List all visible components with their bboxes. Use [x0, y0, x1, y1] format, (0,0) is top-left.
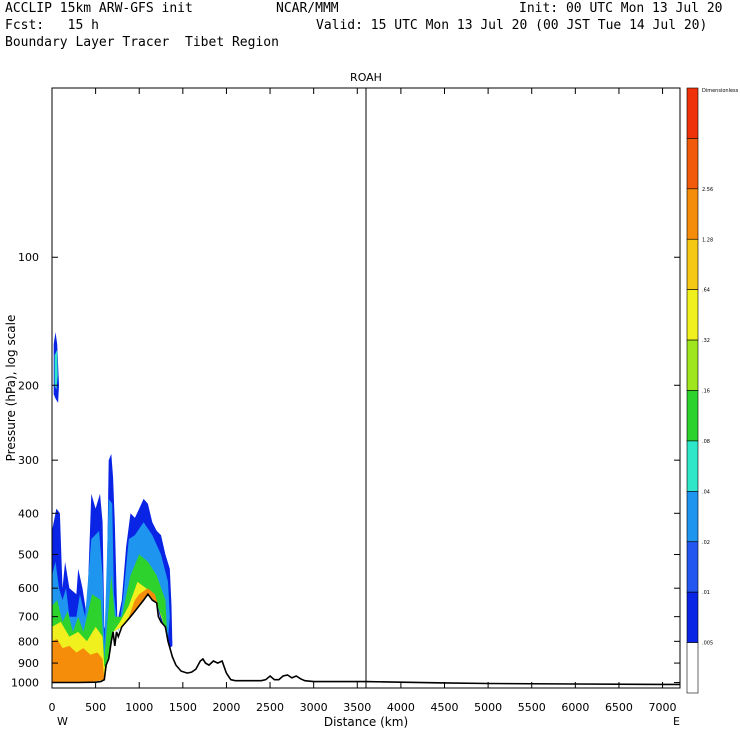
colorbar-label: .005	[702, 641, 713, 647]
colorbar-swatch	[686, 541, 699, 593]
x-tick-label: 4000	[387, 701, 415, 714]
x-axis-east-label: E	[673, 715, 680, 728]
y-tick-label: 700	[18, 611, 39, 624]
colorbar-label: .64	[702, 288, 710, 294]
chart-title: ROAH	[350, 71, 382, 84]
colorbar-swatch	[686, 238, 699, 290]
x-tick-label: 1000	[125, 701, 153, 714]
colorbar-swatch	[686, 591, 699, 643]
x-tick-label: 1500	[169, 701, 197, 714]
y-tick-label: 400	[18, 507, 39, 520]
x-axis-west-label: W	[57, 715, 68, 728]
colorbar-label: 2.56	[702, 187, 713, 193]
tracer-region-level-9	[128, 588, 159, 617]
x-axis-ticks: 0 500 1000 1500 2000 2500 3000 3500 4000 4500 5000…	[49, 88, 677, 714]
x-tick-label: 3000	[300, 701, 328, 714]
colorbar-swatch	[686, 642, 699, 694]
colorbar-label: .32	[702, 338, 710, 344]
colorbar-swatch	[686, 289, 699, 341]
y-tick-label: 800	[18, 635, 39, 648]
header-field-description: Boundary Layer Tracer Tibet Region	[5, 35, 279, 50]
x-tick-label: 2500	[256, 701, 284, 714]
colorbar-swatch	[686, 339, 699, 391]
y-tick-label: 100	[18, 251, 39, 264]
colorbar-swatch	[686, 491, 699, 543]
x-tick-label: 7000	[649, 701, 677, 714]
header-forecast-hour: Fcst: 15 h	[5, 18, 99, 33]
y-tick-label: 500	[18, 549, 39, 562]
colorbar-swatch	[686, 87, 699, 139]
x-tick-label: 5000	[474, 701, 502, 714]
colorbar-swatch	[686, 138, 699, 190]
x-tick-label: 6000	[561, 701, 589, 714]
tracer-region-level-9	[52, 639, 105, 683]
x-tick-label: 0	[49, 701, 56, 714]
colorbar-label: .16	[702, 389, 710, 395]
colorbar-label: .01	[702, 590, 710, 596]
tracer-contour-fills	[52, 332, 173, 683]
terrain-profile	[52, 592, 680, 686]
y-tick-label: 200	[18, 379, 39, 392]
y-axis-ticks: 100 200 300 400 500 600 700 800 900 1000	[11, 251, 680, 690]
x-tick-label: 2000	[212, 701, 240, 714]
x-axis-label: Distance (km)	[324, 715, 408, 729]
colorbar-title: Dimensionless	[702, 88, 739, 94]
y-tick-label: 600	[18, 582, 39, 595]
x-tick-label: 3500	[343, 701, 371, 714]
y-axis-label: Pressure (hPa), log scale	[4, 315, 18, 462]
colorbar-swatch	[686, 440, 699, 492]
x-tick-label: 4500	[431, 701, 459, 714]
colorbar-label: .02	[702, 540, 710, 546]
x-tick-label: 5500	[518, 701, 546, 714]
colorbar: Dimensionless .005 .01 .02 .04 .08 .16 .32 .64 1.…	[686, 87, 739, 694]
colorbar-swatch	[686, 390, 699, 442]
header-institution: NCAR/MMM	[276, 1, 339, 16]
tracer-region-level-4	[54, 349, 58, 390]
plot-frame	[51, 87, 681, 689]
header-init-time: Init: 00 UTC Mon 13 Jul 20	[519, 1, 723, 16]
y-tick-label: 900	[18, 657, 39, 670]
colorbar-label: .08	[702, 439, 710, 445]
y-tick-label: 300	[18, 454, 39, 467]
x-tick-label: 6500	[605, 701, 633, 714]
x-tick-label: 500	[85, 701, 106, 714]
colorbar-label: .04	[702, 489, 710, 495]
header-valid-time: Valid: 15 UTC Mon 13 Jul 20 (00 JST Tue …	[316, 18, 708, 33]
colorbar-label: 1.28	[702, 237, 713, 243]
header-model-title: ACCLIP 15km ARW-GFS init	[5, 1, 193, 16]
colorbar-swatch	[686, 188, 699, 240]
y-tick-label: 1000	[11, 677, 39, 690]
